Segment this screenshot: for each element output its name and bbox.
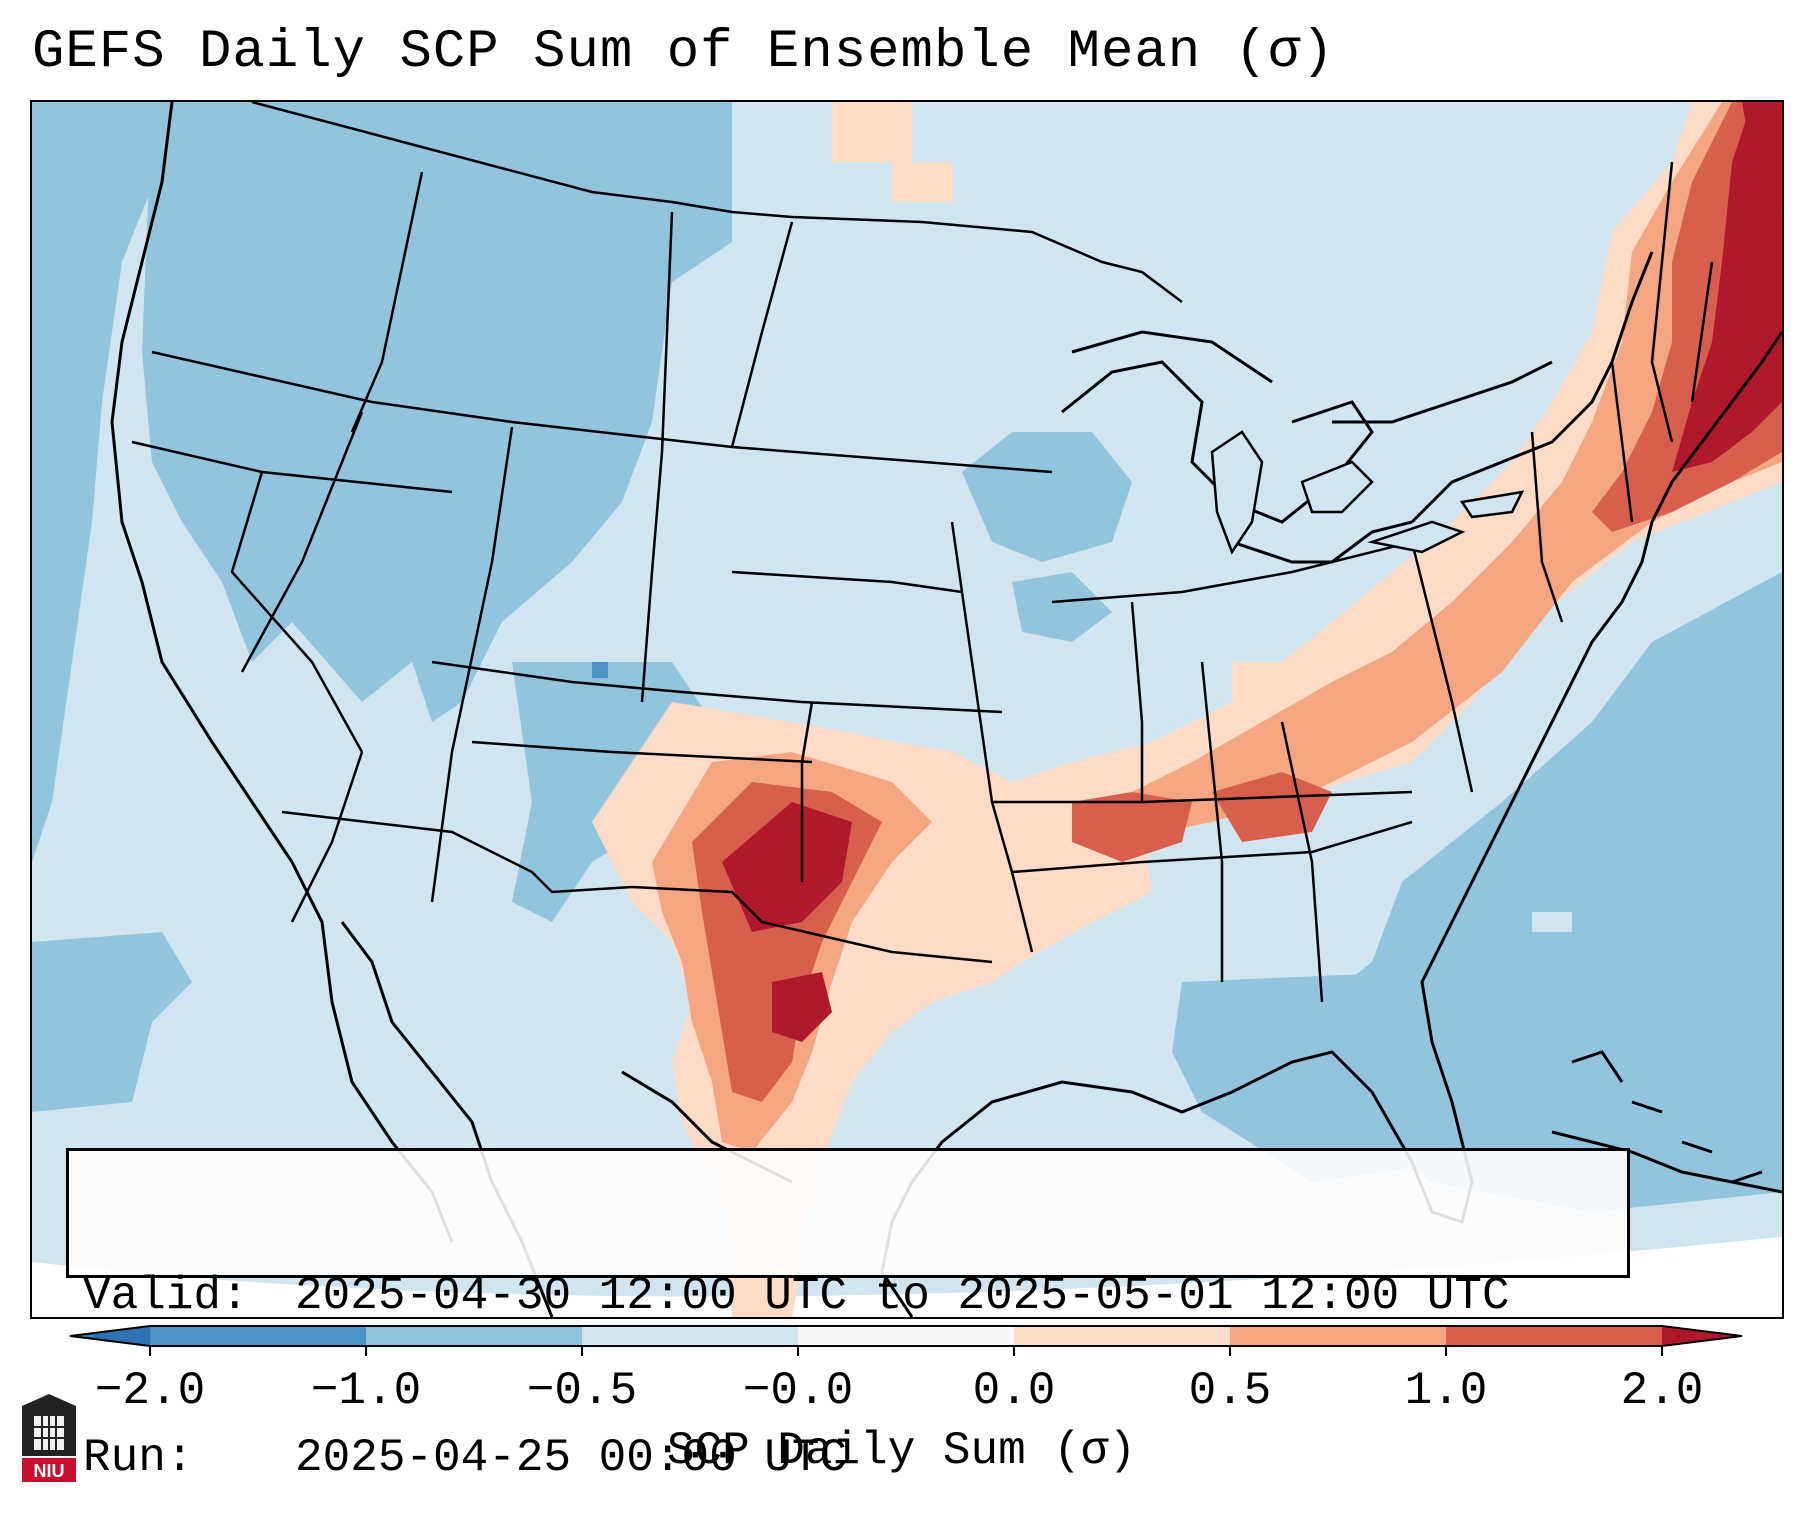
colorbar-tick: −0.0 xyxy=(742,1365,854,1417)
colorbar-bin xyxy=(1230,1326,1446,1346)
valid-label: Valid: xyxy=(83,1270,249,1322)
valid-value: 2025-04-30 12:00 UTC to 2025-05-01 12:00… xyxy=(295,1270,1510,1322)
run-line: Run: 2025-04-25 00:00 UTC xyxy=(83,1431,1613,1485)
valid-line: Valid: 2025-04-30 12:00 UTC to 2025-05-01… xyxy=(83,1269,1613,1323)
colorbar-bin xyxy=(798,1326,1014,1346)
colorbar-tick: 0.5 xyxy=(1188,1365,1272,1417)
colorbar-extend-min xyxy=(70,1326,150,1346)
colorbar-bin xyxy=(582,1326,798,1346)
valid-run-box: Valid: 2025-04-30 12:00 UTC to 2025-05-01… xyxy=(66,1148,1630,1484)
colorbar-bin xyxy=(150,1326,366,1346)
map-panel xyxy=(30,100,1784,1319)
colorbar-bin xyxy=(366,1326,582,1346)
colorbar-extend-max xyxy=(1662,1326,1742,1346)
colorbar xyxy=(69,1325,1743,1356)
colorbar-tick: −0.5 xyxy=(526,1365,638,1417)
colorbar-tick: 1.0 xyxy=(1404,1365,1488,1417)
colorbar-tick: 0.0 xyxy=(972,1365,1056,1417)
niu-logo: NIU xyxy=(22,1394,76,1482)
run-label: Run: xyxy=(83,1432,194,1484)
colorbar-bin xyxy=(1446,1326,1662,1346)
logo-text: NIU xyxy=(34,1461,65,1481)
chart-title: GEFS Daily SCP Sum of Ensemble Mean (σ) xyxy=(32,22,1335,83)
colorbar-tick: −2.0 xyxy=(94,1365,206,1417)
colorbar-bin xyxy=(1014,1326,1230,1346)
colorbar-tick: −1.0 xyxy=(310,1365,422,1417)
colorbar-label: SCP Daily Sum (σ) xyxy=(666,1425,1137,1477)
scp-field xyxy=(32,102,1782,1317)
run-value: 2025-04-25 00:00 UTC xyxy=(295,1432,848,1484)
colorbar-tick: 2.0 xyxy=(1620,1365,1704,1417)
